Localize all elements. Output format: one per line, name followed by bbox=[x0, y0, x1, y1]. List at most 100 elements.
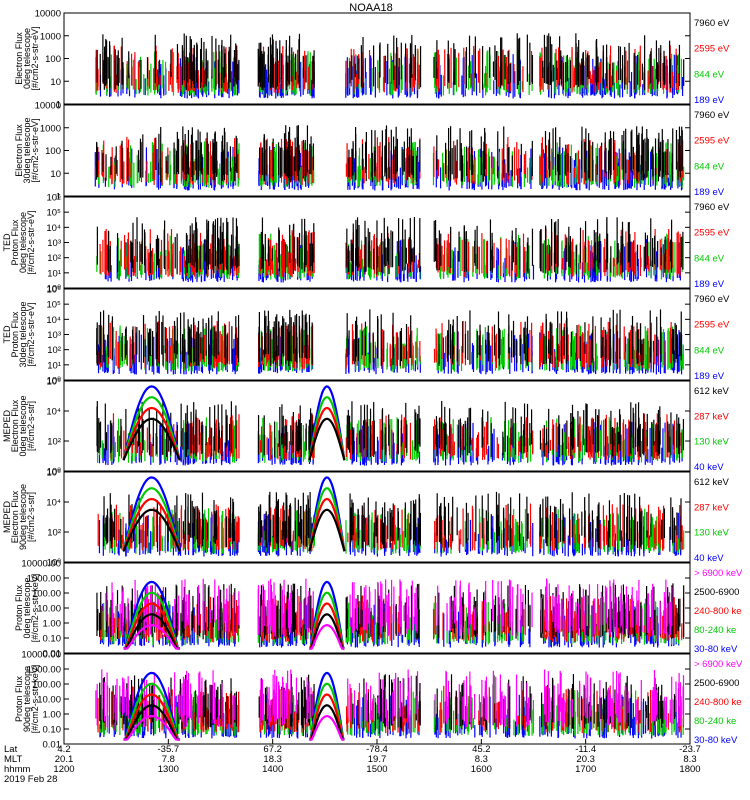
legend-entry: 2595 eV bbox=[694, 320, 730, 331]
y-axis-label: Electron Flux bbox=[14, 124, 24, 177]
y-axis-label: MEPED bbox=[2, 410, 12, 443]
belt-arc bbox=[122, 385, 181, 461]
y-axis-label: MEPED bbox=[2, 501, 12, 534]
y-tick-label: 10¹ bbox=[47, 268, 61, 279]
legend-entry: 189 eV bbox=[694, 371, 725, 382]
legend-entry: 130 keV bbox=[694, 528, 730, 539]
y-tick-label: 10⁰ bbox=[47, 376, 62, 387]
y-axis-label: Proton Flux bbox=[10, 311, 20, 358]
y-tick-label: 10⁴ bbox=[46, 498, 61, 509]
data-traces bbox=[96, 217, 684, 283]
legend-entry: 287 keV bbox=[694, 502, 730, 513]
y-tick-label: 10² bbox=[47, 253, 61, 264]
y-tick-label: 10⁵ bbox=[46, 300, 61, 311]
y-tick-label: 10⁶ bbox=[47, 377, 62, 388]
y-axis-label: [#/cm2-s-str-eV] bbox=[30, 118, 40, 182]
y-axis-label: TED bbox=[2, 233, 12, 252]
legend-entry: 130 keV bbox=[694, 437, 730, 448]
legend-entry: 7960 eV bbox=[694, 294, 730, 305]
legend-entry: 2595 eV bbox=[694, 136, 730, 147]
y-axis-label: 30deg telescope bbox=[22, 117, 32, 183]
y-tick-label: 100 bbox=[45, 54, 61, 65]
legend-entry: 844 eV bbox=[694, 345, 725, 356]
y-tick-label: 10⁴ bbox=[46, 315, 61, 326]
panel-frame bbox=[63, 471, 691, 563]
y-tick-label: 10 bbox=[50, 169, 61, 180]
y-tick-label: 10⁶ bbox=[47, 193, 62, 204]
y-tick-label: 10⁰ bbox=[47, 558, 62, 569]
belt-arc bbox=[122, 396, 181, 461]
legend-entry: 40 keV bbox=[694, 553, 724, 564]
y-tick-label: 10000 bbox=[35, 101, 61, 112]
y-tick-label: 10³ bbox=[47, 238, 61, 249]
belt-arc bbox=[308, 417, 346, 461]
y-tick-label: 10000 bbox=[35, 9, 61, 20]
y-tick-label: 10⁴ bbox=[46, 223, 61, 234]
y-tick-label: 10⁶ bbox=[47, 468, 62, 479]
y-axis-label: 30deg telescope bbox=[18, 301, 28, 367]
legend-entry: 844 eV bbox=[694, 69, 725, 80]
y-axis-label: Proton Flux bbox=[10, 219, 20, 266]
y-axis-label: [#/cm2-s-str-eV] bbox=[26, 210, 36, 274]
legend-entry: 2595 eV bbox=[694, 228, 730, 239]
data-traces bbox=[97, 476, 685, 557]
y-tick-label: 1 bbox=[56, 100, 61, 111]
belt-arc bbox=[122, 417, 181, 461]
y-axis-label: [#/cm2-s-str-eV] bbox=[26, 302, 36, 366]
y-axis-label: Electron Flux bbox=[10, 399, 20, 452]
legend-entry: 189 eV bbox=[694, 187, 725, 198]
legend-entry: 844 eV bbox=[694, 161, 725, 172]
legend-entry: 7960 eV bbox=[694, 202, 730, 213]
data-traces bbox=[96, 385, 685, 466]
y-tick-label: 1000 bbox=[40, 31, 61, 42]
y-tick-label: 10² bbox=[47, 345, 61, 356]
y-tick-label: 100 bbox=[45, 146, 61, 157]
belt-arc bbox=[122, 406, 181, 461]
belt-arc bbox=[308, 406, 346, 461]
y-tick-label: 1000 bbox=[40, 123, 61, 134]
y-axis-label: [#/cm2-s-str] bbox=[26, 492, 36, 542]
legend-entry: 7960 eV bbox=[694, 18, 730, 29]
y-axis-label: 0deg telescope bbox=[18, 395, 28, 456]
panel-frame bbox=[63, 380, 691, 472]
legend-entry: 612 keV bbox=[694, 477, 730, 488]
belt-arc bbox=[308, 385, 346, 461]
y-axis-label: 90deg telescope bbox=[18, 484, 28, 550]
y-axis-label: Electron Flux bbox=[10, 490, 20, 543]
legend-entry: 287 keV bbox=[694, 411, 730, 422]
data-traces bbox=[94, 125, 685, 191]
y-tick-label: 10⁰ bbox=[47, 284, 62, 295]
y-tick-label: 10³ bbox=[47, 330, 61, 341]
y-axis-label: 0deg telescope bbox=[18, 212, 28, 273]
y-tick-label: 10¹ bbox=[47, 360, 61, 371]
data-traces bbox=[95, 33, 685, 99]
y-axis-label: [#/cm2-s-str-eV] bbox=[30, 26, 40, 90]
y-tick-label: 10 bbox=[50, 77, 61, 88]
y-tick-label: 1 bbox=[56, 192, 61, 203]
plot-title: NOAA18 bbox=[349, 2, 392, 14]
legend-entry: 844 eV bbox=[694, 253, 725, 264]
y-tick-label: 10⁰ bbox=[47, 467, 62, 478]
legend-entry: 189 eV bbox=[694, 279, 725, 290]
y-tick-label: 10² bbox=[47, 528, 61, 539]
y-tick-label: 10⁵ bbox=[46, 208, 61, 219]
data-traces bbox=[96, 309, 684, 375]
y-axis-label: TED bbox=[2, 325, 12, 344]
y-axis-label: 0deg telescope bbox=[22, 28, 32, 89]
belt-arc bbox=[308, 396, 346, 461]
legend-entry: 7960 eV bbox=[694, 110, 730, 121]
y-axis-label: Electron Flux bbox=[14, 32, 24, 85]
y-axis-label: [#/cm2-s-str] bbox=[26, 401, 36, 451]
y-tick-label: 10² bbox=[47, 437, 61, 448]
legend-entry: 612 keV bbox=[694, 386, 730, 397]
legend-entry: 189 eV bbox=[694, 95, 725, 106]
y-tick-label: 10⁴ bbox=[46, 407, 61, 418]
legend-entry: 40 keV bbox=[694, 462, 724, 473]
legend-entry: 2595 eV bbox=[694, 44, 730, 55]
